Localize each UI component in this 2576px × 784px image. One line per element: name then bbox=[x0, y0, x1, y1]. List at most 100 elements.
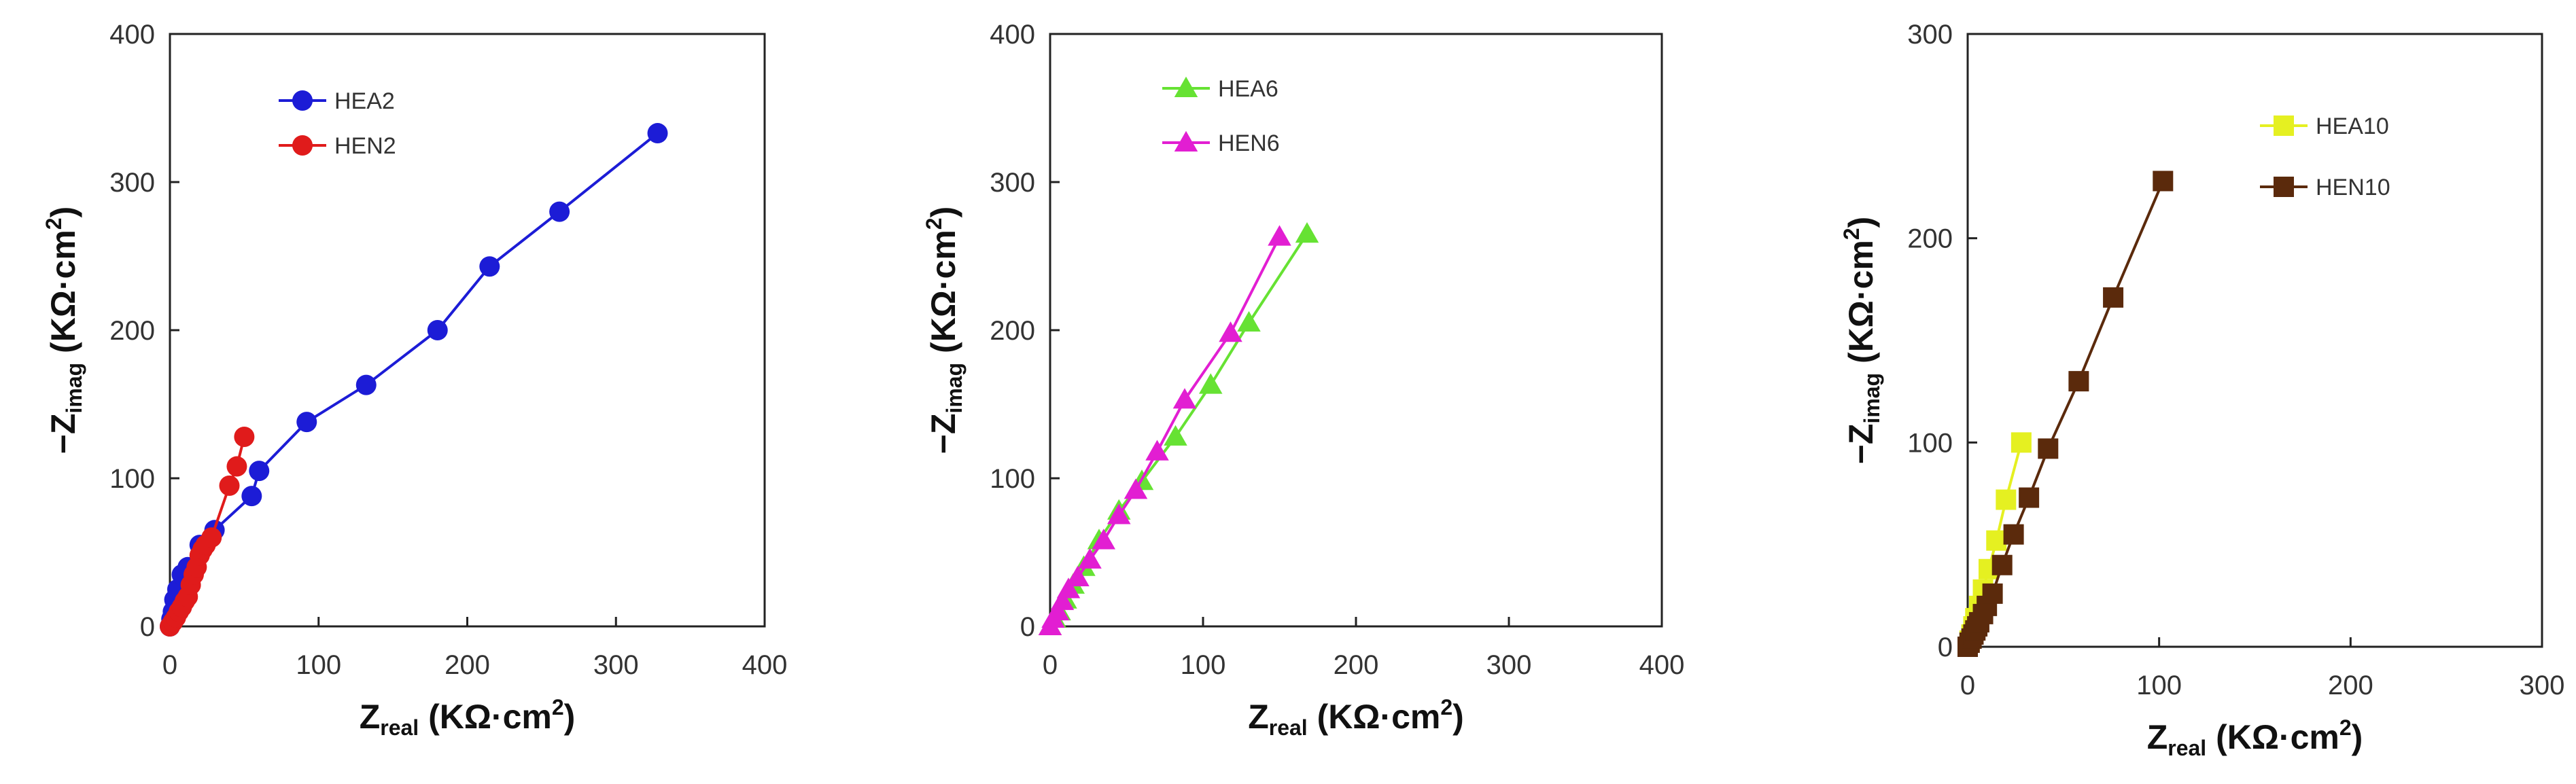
y-tick-label: 100 bbox=[990, 464, 1035, 494]
data-point bbox=[1268, 225, 1291, 246]
x-tick-label: 100 bbox=[296, 650, 341, 680]
y-tick-label: 0 bbox=[1938, 632, 1953, 662]
data-point bbox=[1050, 589, 1075, 610]
x-axis-title: Zreal (KΩ·cm2) bbox=[360, 695, 576, 740]
x-tick-label: 0 bbox=[162, 650, 177, 680]
data-point bbox=[1078, 548, 1102, 569]
data-point bbox=[479, 256, 500, 277]
data-point bbox=[1145, 440, 1169, 461]
x-tick-label: 300 bbox=[2520, 671, 2565, 700]
data-point bbox=[1986, 530, 2007, 551]
plot-frame bbox=[169, 33, 766, 628]
series-line bbox=[1966, 180, 2165, 647]
x-axis-title: Zreal (KΩ·cm2) bbox=[2147, 715, 2363, 760]
data-point bbox=[1982, 583, 2003, 604]
y-tick-label: 200 bbox=[109, 316, 155, 346]
y-tick-label: 300 bbox=[1907, 20, 1953, 50]
data-point bbox=[1124, 478, 1148, 499]
data-point bbox=[1996, 489, 2017, 510]
data-point bbox=[219, 475, 240, 496]
legend-label: HEA10 bbox=[2316, 113, 2389, 139]
data-point bbox=[549, 201, 570, 222]
data-point bbox=[1092, 529, 1115, 550]
series-hen6 bbox=[1038, 225, 1291, 635]
legend-label: HEN2 bbox=[334, 133, 396, 159]
data-point bbox=[2103, 287, 2124, 308]
y-tick-label: 200 bbox=[1907, 224, 1953, 254]
legend-entry-hea2: HEA2 bbox=[279, 88, 395, 114]
series-hea2 bbox=[160, 123, 668, 637]
data-point bbox=[427, 320, 448, 340]
data-point bbox=[1295, 222, 1319, 243]
data-point bbox=[1107, 503, 1131, 524]
data-point bbox=[1991, 554, 2013, 575]
legend-entry-hea6: HEA6 bbox=[1162, 76, 1278, 102]
y-tick-label: 100 bbox=[1907, 428, 1953, 458]
data-point bbox=[2011, 432, 2032, 453]
plot-frame bbox=[1966, 33, 2543, 648]
x-tick-label: 300 bbox=[1486, 650, 1532, 680]
data-point bbox=[1172, 388, 1197, 409]
series-line bbox=[169, 132, 659, 627]
data-point bbox=[2153, 171, 2174, 192]
chart-panel-2: 0 100 200 300 400 0 100 200 300 400 Zreal (KΩ·cm2)… bbox=[922, 20, 1684, 740]
data-point bbox=[1164, 425, 1187, 446]
y-tick-label: 400 bbox=[109, 20, 155, 50]
x-tick-label: 200 bbox=[445, 650, 490, 680]
data-point bbox=[296, 412, 317, 433]
legend-entry-hen6: HEN6 bbox=[1162, 130, 1280, 156]
x-tick-label: 100 bbox=[2136, 671, 2182, 700]
legend-marker bbox=[292, 135, 313, 156]
data-point bbox=[1237, 310, 1261, 332]
y-tick-label: 300 bbox=[109, 168, 155, 198]
y-tick-label: 0 bbox=[140, 612, 155, 642]
y-tick-label: 200 bbox=[990, 316, 1035, 346]
data-point bbox=[1199, 373, 1223, 394]
data-point bbox=[2019, 487, 2040, 508]
y-tick-label: 0 bbox=[1020, 612, 1035, 642]
y-axis-title: −Zimag (KΩ·cm2) bbox=[41, 207, 86, 455]
y-axis-title: −Zimag (KΩ·cm2) bbox=[1839, 217, 1884, 465]
y-tick-label: 300 bbox=[990, 168, 1035, 198]
data-point bbox=[201, 527, 222, 548]
legend-entry-hea10: HEA10 bbox=[2260, 113, 2389, 139]
x-tick-label: 200 bbox=[2328, 671, 2373, 700]
legend-marker bbox=[2274, 115, 2294, 136]
legend-marker bbox=[292, 90, 313, 111]
legend-label: HEA2 bbox=[334, 88, 395, 114]
y-tick-label: 100 bbox=[109, 464, 155, 494]
legend-marker bbox=[2274, 177, 2294, 197]
data-point bbox=[355, 374, 377, 395]
legend-marker bbox=[1174, 76, 1198, 97]
data-point bbox=[1046, 599, 1070, 621]
data-point bbox=[2003, 524, 2024, 545]
data-point bbox=[647, 123, 668, 144]
x-tick-label: 400 bbox=[1639, 650, 1685, 680]
legend-label: HEN6 bbox=[1218, 130, 1280, 156]
series-hen2 bbox=[160, 426, 255, 637]
data-point bbox=[226, 456, 247, 477]
data-point bbox=[2068, 371, 2089, 392]
x-tick-label: 0 bbox=[1043, 650, 1058, 680]
x-tick-label: 0 bbox=[1960, 671, 1975, 700]
legend-entry-hen10: HEN10 bbox=[2260, 175, 2390, 200]
chart-panel-3: 0 100 200 300 0 100 200 300 Zreal (KΩ·cm2) −Zimag… bbox=[1839, 20, 2564, 760]
series-hen10 bbox=[1957, 171, 2174, 657]
x-axis-title: Zreal (KΩ·cm2) bbox=[1248, 695, 1464, 740]
data-point bbox=[1066, 565, 1090, 586]
x-tick-label: 200 bbox=[1334, 650, 1379, 680]
legend-label: HEN10 bbox=[2316, 175, 2390, 200]
x-tick-label: 100 bbox=[1181, 650, 1226, 680]
data-point bbox=[1219, 321, 1242, 342]
legend-label: HEA6 bbox=[1218, 76, 1278, 102]
data-point bbox=[2038, 438, 2059, 459]
x-tick-label: 300 bbox=[593, 650, 639, 680]
y-axis-title: −Zimag (KΩ·cm2) bbox=[922, 207, 967, 455]
x-tick-label: 400 bbox=[742, 650, 788, 680]
chart-panel-1: 0 100 200 300 400 0 100 200 300 400 Zreal (KΩ·cm2)… bbox=[41, 20, 787, 740]
y-tick-label: 400 bbox=[990, 20, 1035, 50]
data-point bbox=[249, 461, 270, 482]
plot-frame bbox=[1049, 33, 1663, 628]
data-point bbox=[1056, 577, 1081, 599]
